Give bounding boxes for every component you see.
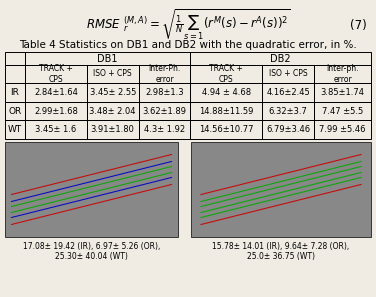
Bar — [262, 120, 314, 139]
Text: 3.85±1.74: 3.85±1.74 — [321, 88, 365, 97]
Text: TRACK +
CPS: TRACK + CPS — [209, 64, 243, 84]
Text: 3.62±1.89: 3.62±1.89 — [143, 107, 186, 116]
Bar — [139, 102, 191, 120]
Text: 4.16±2.45: 4.16±2.45 — [266, 88, 310, 97]
Bar — [87, 65, 139, 83]
Text: 7.47 ±5.5: 7.47 ±5.5 — [322, 107, 363, 116]
Bar — [25, 65, 87, 83]
Text: WT: WT — [8, 125, 22, 134]
Text: 14.56±10.77: 14.56±10.77 — [199, 125, 254, 134]
Bar — [139, 83, 191, 102]
Bar — [314, 65, 371, 83]
Text: 7.99 ±5.46: 7.99 ±5.46 — [319, 125, 366, 134]
Bar — [262, 102, 314, 120]
Bar — [191, 142, 371, 237]
Text: 3.48± 2.04: 3.48± 2.04 — [89, 107, 136, 116]
Bar — [5, 102, 25, 120]
Bar — [262, 83, 314, 102]
Bar — [87, 83, 139, 102]
Text: 4.3± 1.92: 4.3± 1.92 — [144, 125, 185, 134]
Text: ISO + CPS: ISO + CPS — [269, 69, 308, 78]
Bar — [87, 102, 139, 120]
Text: 2.99±1.68: 2.99±1.68 — [34, 107, 78, 116]
Text: 2.84±1.64: 2.84±1.64 — [34, 88, 78, 97]
Text: 3.91±1.80: 3.91±1.80 — [91, 125, 135, 134]
Bar — [87, 120, 139, 139]
Bar — [25, 102, 87, 120]
Text: ISO + CPS: ISO + CPS — [93, 69, 132, 78]
Text: TRACK +
CPS: TRACK + CPS — [39, 64, 73, 84]
Text: (7): (7) — [350, 18, 366, 31]
Bar — [314, 102, 371, 120]
Text: OR: OR — [8, 107, 21, 116]
Text: 4.94 ± 4.68: 4.94 ± 4.68 — [202, 88, 251, 97]
Bar — [5, 83, 25, 102]
Text: $RMSE\ _{r}^{(M,A)} = \sqrt{\frac{1}{N}\sum_{s=1}^{}\left(r^{M}(s)-r^{A}(s)\righ: $RMSE\ _{r}^{(M,A)} = \sqrt{\frac{1}{N}\… — [86, 8, 290, 42]
Bar — [191, 65, 262, 83]
Bar — [25, 120, 87, 139]
Text: DB1: DB1 — [97, 53, 118, 64]
Text: 3.45± 2.55: 3.45± 2.55 — [89, 88, 136, 97]
Bar — [191, 102, 262, 120]
Bar — [262, 65, 314, 83]
Text: DB2: DB2 — [270, 53, 291, 64]
Bar — [314, 83, 371, 102]
Bar — [191, 52, 371, 65]
Text: 6.32±3.7: 6.32±3.7 — [269, 107, 308, 116]
Bar — [314, 120, 371, 139]
Bar — [139, 120, 191, 139]
Text: 3.45± 1.6: 3.45± 1.6 — [35, 125, 76, 134]
Bar — [139, 65, 191, 83]
Bar — [5, 120, 25, 139]
Bar — [5, 52, 25, 65]
Text: 14.88±11.59: 14.88±11.59 — [199, 107, 253, 116]
Bar — [25, 52, 191, 65]
Text: 2.98±1.3: 2.98±1.3 — [145, 88, 184, 97]
Text: 6.79±3.46: 6.79±3.46 — [266, 125, 310, 134]
Text: 15.78± 14.01 (IR), 9.64± 7.28 (OR),
25.0± 36.75 (WT): 15.78± 14.01 (IR), 9.64± 7.28 (OR), 25.0… — [212, 242, 350, 261]
Text: Inter-ph.
error: Inter-ph. error — [326, 64, 359, 84]
Text: Table 4 Statistics on DB1 and DB2 with the quadratic error, in %.: Table 4 Statistics on DB1 and DB2 with t… — [19, 40, 357, 50]
Bar — [5, 65, 25, 83]
Bar — [191, 83, 262, 102]
Bar — [5, 142, 178, 237]
Bar — [25, 83, 87, 102]
Text: 17.08± 19.42 (IR), 6.97± 5.26 (OR),
25.30± 40.04 (WT): 17.08± 19.42 (IR), 6.97± 5.26 (OR), 25.3… — [23, 242, 160, 261]
Text: Inter-Ph.
error: Inter-Ph. error — [149, 64, 181, 84]
Text: IR: IR — [11, 88, 20, 97]
Bar — [191, 120, 262, 139]
